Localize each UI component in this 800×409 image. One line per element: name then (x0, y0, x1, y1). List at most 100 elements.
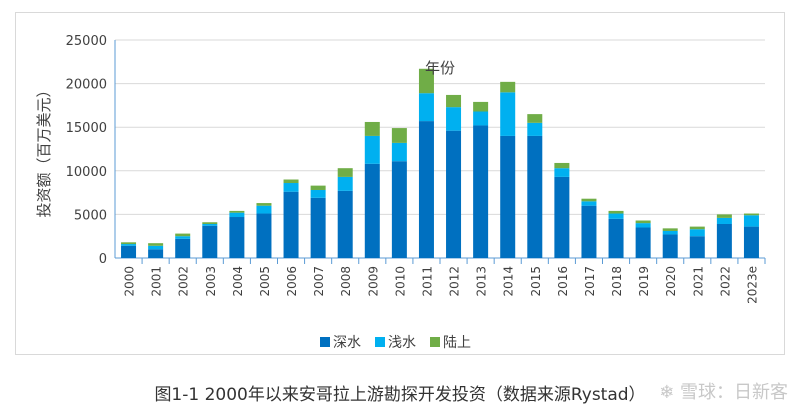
bar-segment (175, 236, 191, 239)
figure-caption: 图1-1 2000年以来安哥拉上游勘探开发投资（数据来源Rystad） (154, 385, 646, 405)
bar-segment (554, 176, 570, 258)
bar-segment (391, 142, 407, 162)
bar-segment (364, 163, 380, 258)
bar-segment (256, 203, 272, 206)
x-tick-label: 2016 (556, 266, 570, 297)
bar-segment (581, 201, 597, 206)
x-tick-label: 2020 (664, 266, 678, 297)
bar-segment (148, 243, 164, 246)
x-tick-label: 2023e (745, 266, 759, 304)
x-tick-label: 2021 (691, 266, 705, 297)
bar-segment (283, 179, 299, 184)
x-axis-title: 年份 (425, 59, 455, 77)
bar-segment (337, 190, 353, 258)
bar-segment (662, 230, 678, 235)
y-tick-label: 15000 (66, 121, 107, 136)
bar-segment (527, 114, 543, 123)
bar-segment (554, 168, 570, 177)
bar-segment (256, 205, 272, 214)
x-tick-label: 2013 (475, 266, 489, 297)
bar-segment (446, 107, 462, 131)
bar-segment (716, 223, 732, 258)
bar-segment (391, 161, 407, 258)
x-tick-label: 2017 (583, 266, 597, 297)
legend-swatch (375, 337, 385, 347)
bar-segment (473, 111, 489, 126)
bar-segment (229, 212, 245, 218)
bar-segment (391, 128, 407, 143)
bar-segment (229, 217, 245, 258)
bar-segment (148, 245, 164, 250)
bar-segment (527, 122, 543, 136)
bar-segment (608, 213, 624, 219)
x-tick-label: 2015 (529, 266, 543, 297)
y-tick-label: 0 (99, 252, 107, 267)
x-tick-label: 2004 (231, 266, 245, 297)
bar-segment (121, 242, 137, 245)
y-tick-label: 25000 (66, 34, 107, 49)
y-axis-title: 投资额（百万美元） (35, 82, 53, 217)
x-tick-label: 2001 (150, 266, 164, 297)
bar-segment (229, 210, 245, 213)
x-tick-label: 2011 (420, 266, 434, 297)
bar-segment (310, 197, 326, 258)
bar-segment (337, 168, 353, 177)
bar-segment (581, 198, 597, 202)
bar-segment (500, 92, 516, 136)
bar-segment (743, 215, 759, 227)
x-tick-label: 2006 (285, 266, 299, 297)
bar-segment (500, 81, 516, 93)
bar-segment (418, 121, 434, 258)
bar-segment (608, 210, 624, 214)
bar-segment (446, 94, 462, 108)
bar-segment (635, 220, 651, 224)
bar-segment (175, 233, 191, 237)
bar-segment (689, 236, 705, 258)
x-tick-label: 2019 (637, 266, 651, 297)
bar-segment (473, 101, 489, 112)
legend-label: 深水 (333, 335, 361, 351)
legend-swatch (430, 337, 440, 347)
chart-frame (15, 12, 785, 355)
bar-segment (364, 121, 380, 136)
bar-segment (310, 189, 326, 198)
bar-segment (581, 205, 597, 258)
x-tick-label: 2012 (448, 266, 462, 297)
x-tick-label: 2003 (204, 266, 218, 297)
bar-segment (121, 245, 137, 258)
bar-segment (608, 218, 624, 258)
bar-segment (202, 223, 218, 226)
legend-label: 浅水 (388, 335, 416, 351)
bar-segment (283, 191, 299, 258)
bar-segment (202, 222, 218, 224)
bar-segment (473, 125, 489, 259)
bar-segment (121, 244, 137, 246)
y-tick-label: 5000 (74, 208, 107, 223)
x-tick-label: 2022 (718, 266, 732, 297)
legend-swatch (320, 337, 330, 347)
x-tick-label: 2008 (339, 266, 353, 297)
x-tick-label: 2018 (610, 266, 624, 297)
bar-segment (256, 213, 272, 258)
x-tick-label: 2010 (393, 266, 407, 297)
watermark-logo: ❄ 雪球：日新客 (659, 382, 788, 403)
x-tick-label: 2009 (366, 266, 380, 297)
legend-label: 陆上 (443, 335, 471, 351)
bar-segment (662, 234, 678, 258)
bar-segment (716, 217, 732, 224)
y-tick-label: 10000 (66, 165, 107, 180)
bar-segment (635, 223, 651, 228)
x-tick-label: 2002 (177, 266, 191, 297)
bar-segment (446, 130, 462, 258)
bar-segment (418, 68, 434, 94)
bar-segment (554, 162, 570, 169)
bar-segment (418, 93, 434, 122)
y-tick-label: 20000 (66, 78, 107, 93)
bar-segment (689, 226, 705, 230)
bar-segment (148, 249, 164, 258)
bar-segment (283, 183, 299, 192)
bar-segment (202, 225, 218, 258)
bar-segment (743, 226, 759, 258)
bar-segment (337, 176, 353, 191)
